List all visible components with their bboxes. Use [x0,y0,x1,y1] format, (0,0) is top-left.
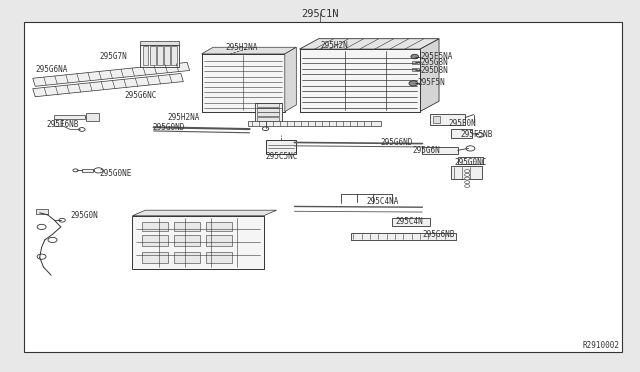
Bar [451,166,482,179]
Text: 295C1N: 295C1N [301,9,339,19]
Polygon shape [300,39,439,49]
Bar [171,46,177,65]
Circle shape [94,168,103,173]
Text: 295F6NB: 295F6NB [46,120,79,129]
Bar [82,169,93,172]
Text: 295C4N: 295C4N [396,217,423,226]
Polygon shape [285,47,296,112]
Circle shape [465,170,470,173]
Bar [248,121,381,126]
Bar [206,235,232,246]
Circle shape [466,146,475,151]
Bar [392,218,430,226]
Text: 295G6N: 295G6N [413,146,440,155]
Polygon shape [33,62,189,86]
Circle shape [465,181,470,184]
Text: 295G6ND: 295G6ND [381,138,413,147]
Bar [157,46,163,65]
Circle shape [59,218,65,222]
Text: 295F5NB: 295F5NB [461,130,493,139]
Bar [86,113,99,121]
Text: 295G6NC: 295G6NC [125,92,157,100]
Bar [202,54,285,112]
Text: 295G0N: 295G0N [70,211,98,219]
Bar [54,119,62,126]
Bar [143,46,148,65]
Bar [36,209,48,214]
Text: 295H2NA: 295H2NA [225,43,258,52]
Bar [255,103,282,122]
Bar [142,252,168,263]
Bar [257,103,279,107]
Polygon shape [420,39,439,112]
Bar [174,235,200,246]
Text: 295G0NE: 295G0NE [99,169,132,178]
Circle shape [73,169,78,172]
Text: 295D8N: 295D8N [420,66,448,75]
Bar [458,157,483,164]
Bar [300,49,420,112]
Text: 295G0NC: 295G0NC [454,158,487,167]
Circle shape [465,177,470,180]
Bar [142,222,168,231]
Text: 295F5NA: 295F5NA [420,52,453,61]
Circle shape [48,237,57,243]
Bar [206,252,232,263]
Circle shape [476,133,484,137]
Circle shape [262,127,269,131]
Bar [54,115,85,119]
Circle shape [79,128,85,131]
Circle shape [37,224,46,230]
Bar [174,222,200,231]
Polygon shape [33,74,183,97]
Bar [174,252,200,263]
Bar [142,235,168,246]
Text: 295F5N: 295F5N [417,78,445,87]
Text: 295F0N: 295F0N [448,119,476,128]
Circle shape [409,81,418,86]
Bar [257,112,279,116]
Text: 295C4NA: 295C4NA [367,198,399,206]
Text: 295G8N: 295G8N [420,58,448,67]
Text: 295G7N: 295G7N [99,52,127,61]
Bar [412,68,419,71]
Bar [266,140,296,154]
Text: 295G0ND: 295G0ND [152,123,185,132]
Bar [433,116,440,123]
Bar [257,108,279,112]
Text: 295G6NA: 295G6NA [35,65,68,74]
Circle shape [411,54,419,59]
Bar [412,61,419,64]
Bar [451,129,472,138]
Circle shape [465,185,470,187]
Circle shape [465,173,470,176]
Bar [150,46,156,65]
Bar [140,45,179,67]
Circle shape [37,254,46,259]
Bar [422,147,458,154]
Bar [206,222,232,231]
Bar [164,46,170,65]
Polygon shape [132,210,276,216]
Bar [430,114,465,125]
Bar [24,22,622,352]
Text: 295H2N: 295H2N [320,41,348,50]
Polygon shape [202,47,296,54]
Text: 295C5NC: 295C5NC [266,153,298,161]
Text: R2910002: R2910002 [582,341,620,350]
Text: 295G6NB: 295G6NB [422,230,455,239]
Bar [140,41,179,45]
Bar [257,117,279,121]
Bar [132,216,264,269]
Bar [351,233,456,240]
Text: 295H2NA: 295H2NA [168,113,200,122]
